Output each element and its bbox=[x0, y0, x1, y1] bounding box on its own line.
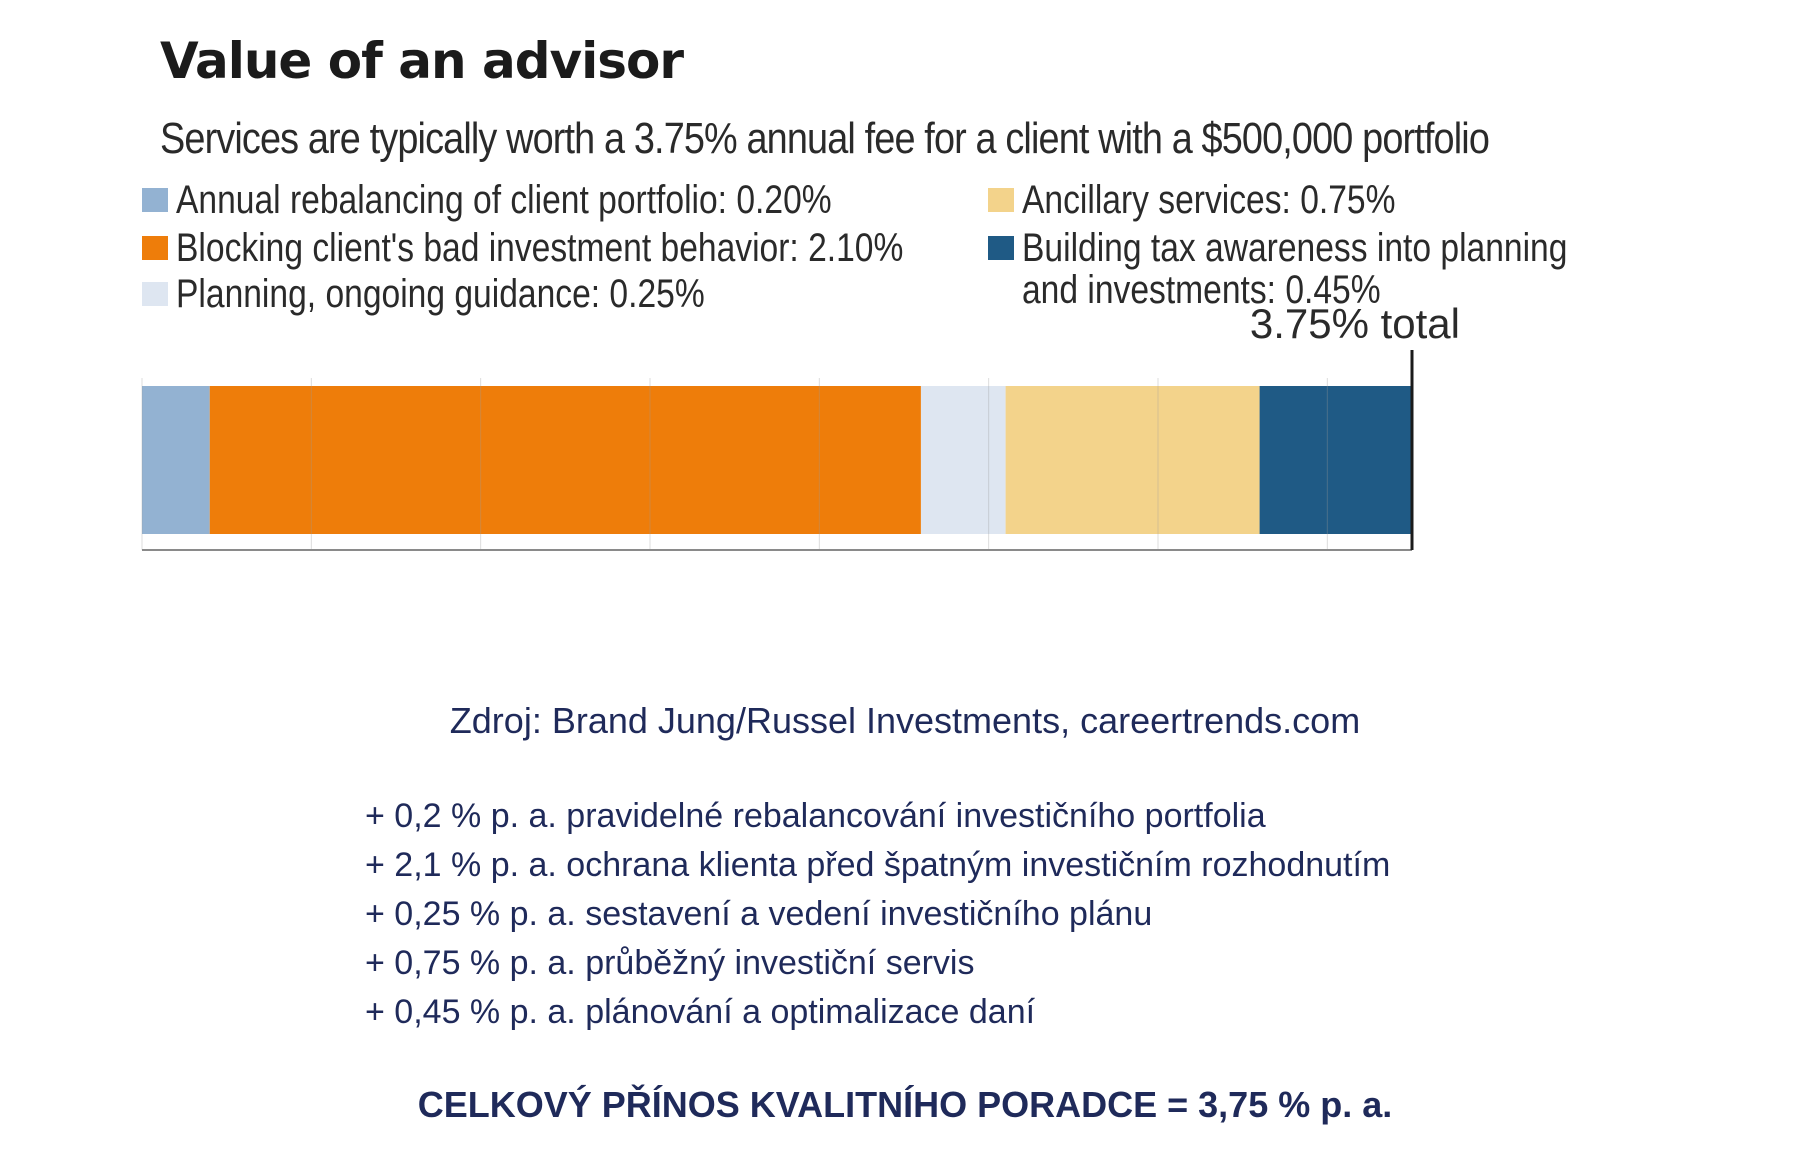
legend-item-behavior: Blocking client's bad investment behavio… bbox=[176, 226, 904, 270]
legend-swatch-tax bbox=[988, 236, 1014, 260]
benefit-item: + 0,2 % p. a. pravidelné rebalancování i… bbox=[365, 797, 1266, 835]
chart-subtitle: Services are typically worth a 3.75% ann… bbox=[160, 114, 1490, 163]
benefit-item: + 2,1 % p. a. ochrana klienta před špatn… bbox=[365, 846, 1391, 884]
legend-item-planning: Planning, ongoing guidance: 0.25% bbox=[176, 272, 705, 316]
benefit-item: + 0,25 % p. a. sestavení a vedení invest… bbox=[365, 895, 1153, 933]
bar-segment-ancillary bbox=[1005, 386, 1260, 534]
summary-total: CELKOVÝ PŘÍNOS KVALITNÍHO PORADCE = 3,75… bbox=[417, 1084, 1393, 1125]
bar-segments bbox=[142, 386, 1412, 534]
legend-swatch-ancillary bbox=[988, 188, 1014, 212]
legend-item-tax-line1: Building tax awareness into planning bbox=[1022, 226, 1568, 270]
bar-segment-planning bbox=[920, 386, 1006, 534]
benefit-item: + 0,75 % p. a. průběžný investiční servi… bbox=[365, 944, 975, 982]
legend-item-tax-line2: and investments: 0.45% bbox=[1022, 268, 1381, 312]
benefit-list: + 0,2 % p. a. pravidelné rebalancování i… bbox=[365, 792, 1390, 1037]
chart-panel: Value of an advisor Services are typical… bbox=[120, 10, 1720, 690]
legend-swatch-planning bbox=[142, 282, 168, 306]
chart-title: Value of an advisor bbox=[160, 32, 684, 90]
legend-item-rebalancing: Annual rebalancing of client portfolio: … bbox=[176, 178, 832, 222]
bar-segment-rebalancing bbox=[142, 386, 210, 534]
bar-segment-tax bbox=[1259, 386, 1412, 534]
bar-segment-behavior bbox=[209, 386, 921, 534]
legend-swatch-rebalancing bbox=[142, 188, 168, 212]
total-label: 3.75% total bbox=[1250, 300, 1460, 347]
stacked-bar-chart: 3.75% total bbox=[141, 300, 1460, 551]
legend-swatch-behavior bbox=[142, 236, 168, 260]
gridlines bbox=[141, 378, 1328, 550]
benefit-item: + 0,45 % p. a. plánování a optimalizace … bbox=[365, 993, 1036, 1031]
legend-item-ancillary: Ancillary services: 0.75% bbox=[1022, 178, 1396, 222]
source-note: Zdroj: Brand Jung/Russel Investments, ca… bbox=[449, 700, 1361, 741]
